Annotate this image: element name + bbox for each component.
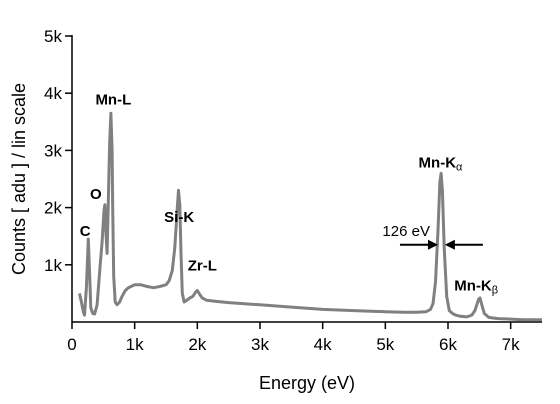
axes: 0 1k 2k 3k 4k 5k 6k 7k 1k 2k 3k 4k 5k (44, 27, 542, 354)
y-tick-label: 4k (44, 84, 62, 103)
y-tick-label: 5k (44, 27, 62, 46)
x-tick-label: 1k (126, 335, 144, 354)
series-group (78, 111, 542, 322)
x-axis-title: Energy (eV) (259, 373, 355, 393)
fwhm-arrowhead-right (444, 239, 455, 250)
y-tick-label: 1k (44, 256, 62, 275)
x-tick-label: 2k (188, 335, 206, 354)
y-tick-label: 3k (44, 141, 62, 160)
peak-label: C (80, 223, 91, 240)
x-tick-label: 6k (439, 335, 457, 354)
peak-label: Mn-Kβ (454, 278, 498, 297)
x-tick-label: 5k (376, 335, 394, 354)
peak-label: Zr-L (188, 258, 217, 275)
fwhm-arrowhead-left (427, 239, 438, 250)
x-tick-label: 7k (502, 335, 520, 354)
peak-label: Mn-L (95, 92, 131, 109)
spectrum-line (78, 111, 542, 322)
peak-label: Mn-Kα (419, 155, 464, 174)
y-tick-label: 2k (44, 199, 62, 218)
x-tick-label: 3k (251, 335, 269, 354)
x-tick-label: 4k (314, 335, 332, 354)
fwhm-label: 126 eV (382, 223, 430, 240)
peak-label: O (90, 186, 102, 203)
y-axis-title: Counts [ adu ] / lin scale (9, 83, 29, 275)
peak-annotations: C O Mn-L Si-K Zr-L Mn-Kα Mn-Kβ 126 eV (80, 92, 498, 297)
x-tick-label: 0 (67, 335, 76, 354)
peak-label: Si-K (164, 209, 194, 226)
